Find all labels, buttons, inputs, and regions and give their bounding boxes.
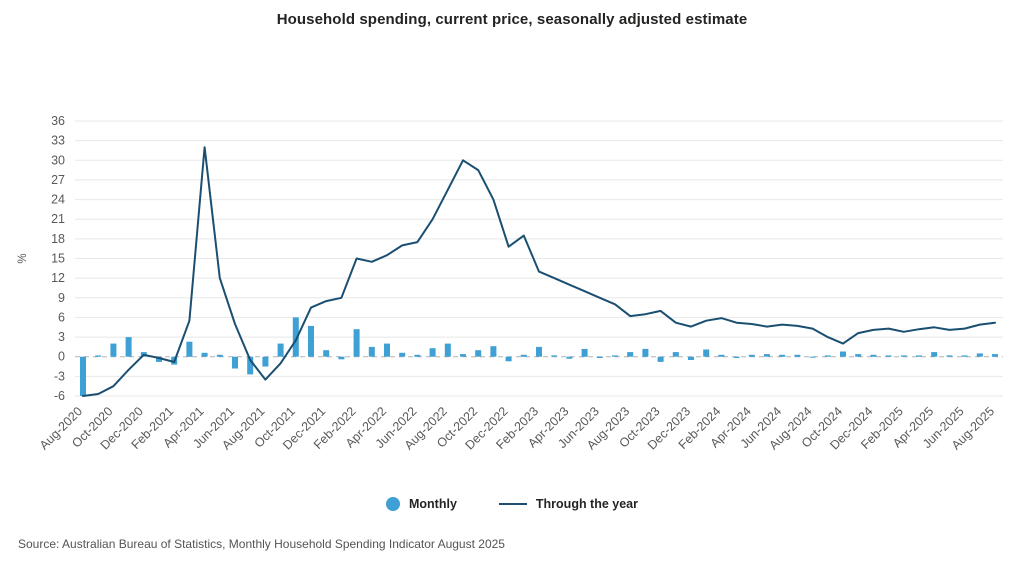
svg-text:9: 9 <box>58 291 65 305</box>
svg-text:21: 21 <box>51 212 65 226</box>
svg-text:6: 6 <box>58 310 65 324</box>
svg-text:33: 33 <box>51 134 65 148</box>
chart-title: Household spending, current price, seaso… <box>276 11 748 28</box>
monthly-marker-icon <box>385 497 400 511</box>
legend-item-through-the-year[interactable]: Through the year <box>498 497 638 511</box>
svg-text:-3: -3 <box>54 369 65 383</box>
svg-text:27: 27 <box>51 173 65 187</box>
svg-text:30: 30 <box>51 153 65 167</box>
svg-text:24: 24 <box>51 193 65 207</box>
legend-item-monthly[interactable]: Monthly <box>385 497 457 511</box>
x-axis-labels: Aug-2020Oct-2020Dec-2020Feb-2021Apr-2021… <box>37 404 997 452</box>
legend: Monthly Through the year <box>0 497 1024 511</box>
line-marker-icon <box>498 503 527 505</box>
source-note: Source: Australian Bureau of Statistics,… <box>18 537 505 551</box>
legend-label-monthly: Monthly <box>408 497 457 511</box>
svg-text:15: 15 <box>51 252 65 266</box>
gridlines <box>75 120 1003 397</box>
svg-text:18: 18 <box>51 232 65 246</box>
through-the-year-line <box>82 146 996 397</box>
spending-chart: -6-30369121518212427303336%Aug-2020Oct-2… <box>17 114 1003 452</box>
svg-text:0: 0 <box>58 350 65 364</box>
legend-label-through-the-year: Through the year <box>535 497 638 511</box>
y-axis-title: % <box>17 253 29 263</box>
svg-text:-6: -6 <box>54 389 65 403</box>
svg-text:12: 12 <box>51 271 65 285</box>
monthly-bars <box>80 317 998 396</box>
svg-text:3: 3 <box>58 330 65 344</box>
svg-text:36: 36 <box>51 114 65 128</box>
